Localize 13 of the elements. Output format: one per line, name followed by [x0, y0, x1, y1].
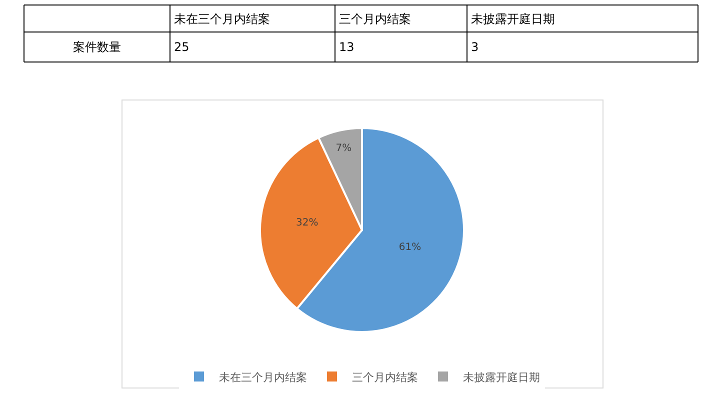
data-label: 25	[174, 40, 190, 54]
category-label: 未披露开庭日期	[471, 12, 555, 26]
data-label: 3	[471, 40, 479, 54]
text: 案件数量	[73, 40, 121, 54]
data-label: 32%	[296, 218, 318, 229]
legend-label: 三个月内结案	[352, 370, 418, 384]
data-label: 61%	[398, 242, 422, 253]
legend-label: 未披露开庭日期	[463, 370, 540, 384]
data-label: 13	[339, 40, 354, 54]
category-label: 未在三个月内结案	[174, 12, 270, 26]
category-label: 三个月内结案	[339, 12, 411, 26]
legend-label: 未在三个月内结案	[219, 370, 307, 384]
data-label: 7%	[336, 142, 352, 154]
